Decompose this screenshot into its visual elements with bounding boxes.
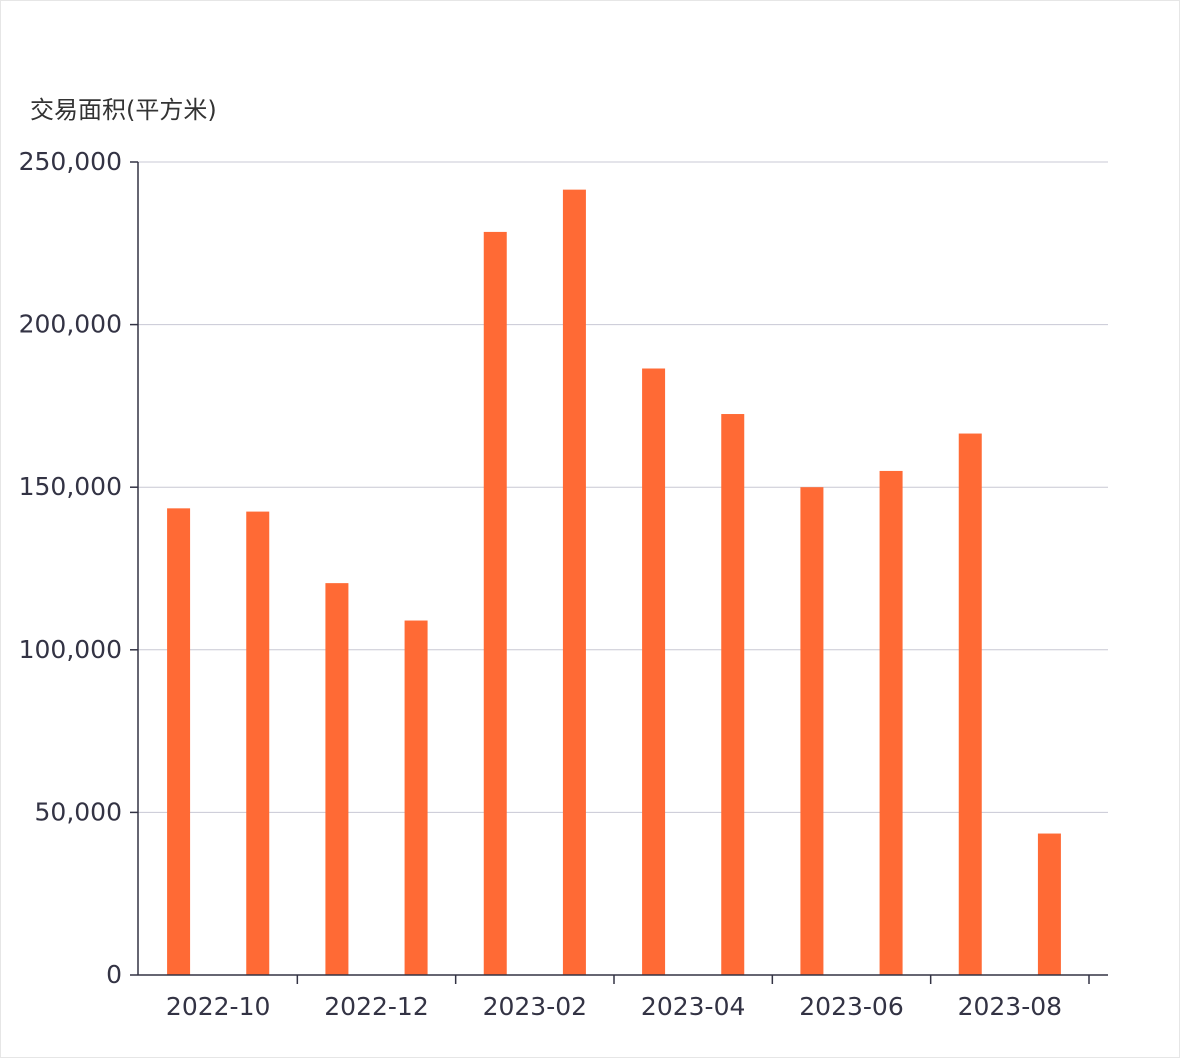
x-axis: 2022-10 2022-12 2023-02 2023-04 2023-06 2023-… <box>138 974 1108 1021</box>
bar-2022-10 <box>167 508 191 975</box>
x-tick-label: 2022-10 <box>166 992 270 1021</box>
bar-2022-12 <box>325 583 349 975</box>
x-tick-label: 2023-06 <box>799 992 903 1021</box>
bar-2023-04 <box>642 368 666 975</box>
y-tick-label: 0 <box>106 960 122 989</box>
bar-2023-08 <box>958 433 982 975</box>
gridlines <box>138 161 1108 813</box>
bars <box>167 189 1061 976</box>
bar-2023-05 <box>721 414 745 975</box>
y-tick-label: 100,000 <box>19 635 122 664</box>
x-tick-label: 2023-02 <box>483 992 587 1021</box>
bar-2023-07 <box>879 470 903 975</box>
y-tick-label: 200,000 <box>19 310 122 339</box>
bar-2023-02 <box>483 231 507 976</box>
bar-2023-06 <box>800 487 824 975</box>
x-tick-label: 2022-12 <box>324 992 428 1021</box>
x-tick-label: 2023-08 <box>958 992 1062 1021</box>
y-tick-label: 250,000 <box>19 147 122 176</box>
bar-2023-09 <box>1037 833 1061 975</box>
y-axis: 0 50,000 100,000 150,000 200,000 250,000 <box>19 147 139 989</box>
bar-2022-11 <box>246 511 270 975</box>
y-tick-label: 150,000 <box>19 472 122 501</box>
bar-2023-01 <box>404 620 428 975</box>
bar-2023-03 <box>562 189 586 976</box>
y-tick-label: 50,000 <box>35 797 122 826</box>
x-tick-label: 2023-04 <box>641 992 745 1021</box>
y-axis-label: 交易面积(平方米) <box>30 96 217 124</box>
